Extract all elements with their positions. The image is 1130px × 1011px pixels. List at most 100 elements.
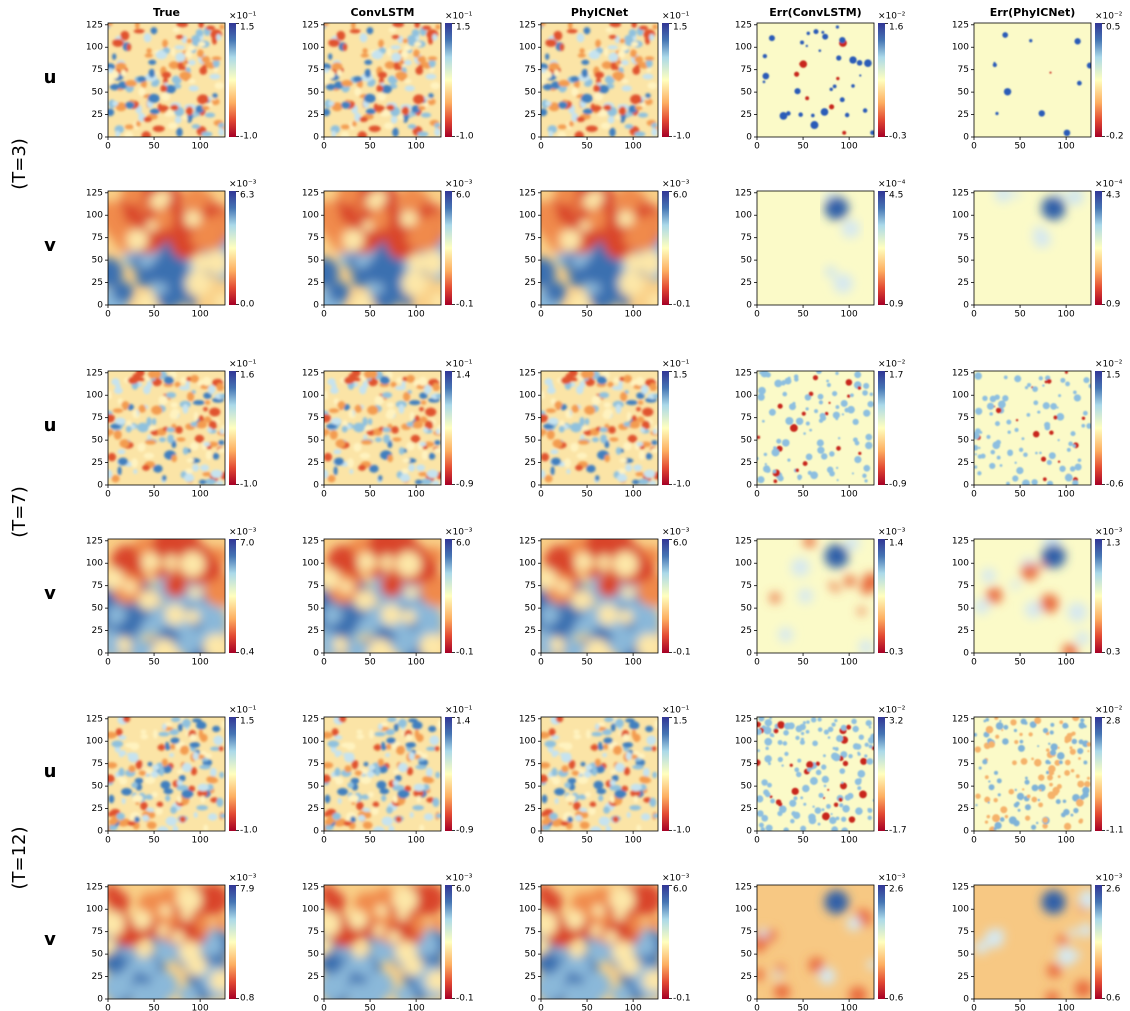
field-blob xyxy=(576,385,584,394)
colorbar-max-label: 1.5 xyxy=(673,23,687,33)
field-blob xyxy=(1078,458,1082,462)
field-blob xyxy=(1078,466,1080,468)
field-blob xyxy=(997,456,1001,460)
field-blob xyxy=(777,811,782,816)
field-blob xyxy=(368,418,372,425)
field-blob xyxy=(608,426,615,433)
field-blob xyxy=(825,196,849,220)
y-tick-label: 125 xyxy=(735,20,752,30)
field-blob xyxy=(352,368,361,377)
field-blob xyxy=(392,437,402,441)
field-blob xyxy=(598,795,603,802)
field-blob xyxy=(171,455,177,463)
field-blob xyxy=(176,437,186,441)
field xyxy=(104,368,230,486)
colorbar-scale: ×10⁻² xyxy=(878,12,906,22)
x-tick-label: 0 xyxy=(321,658,327,668)
x-tick-label: 50 xyxy=(581,1004,593,1011)
field-blob xyxy=(619,39,625,43)
x-tick-label: 50 xyxy=(581,658,593,668)
field-blob xyxy=(184,474,195,482)
y-tick-label: 75 xyxy=(958,413,969,423)
colorbar-max-label: 1.4 xyxy=(889,539,904,549)
field-blob xyxy=(1011,580,1020,589)
field-blob xyxy=(1020,740,1024,744)
x-tick-label: 100 xyxy=(192,658,209,668)
field-blob xyxy=(794,88,800,94)
field-blob xyxy=(804,536,816,548)
field-blob xyxy=(1081,424,1085,428)
field-blob xyxy=(537,414,548,423)
field-blob xyxy=(220,814,228,818)
field-blob xyxy=(628,276,642,290)
field-blob xyxy=(844,536,859,551)
x-tick-label: 50 xyxy=(1014,310,1026,320)
field-blob xyxy=(170,737,179,744)
colorbar-scale: ×10⁻³ xyxy=(445,180,473,190)
field-blob xyxy=(546,408,557,413)
colorbar xyxy=(445,371,452,485)
field-blob xyxy=(643,768,650,777)
field-blob xyxy=(595,475,599,481)
field-blob xyxy=(122,798,126,804)
field-blob xyxy=(128,765,135,772)
field-blob xyxy=(189,85,199,91)
field-blob xyxy=(145,53,153,57)
field-blob xyxy=(783,730,789,736)
field-blob xyxy=(774,984,790,1000)
colorbar xyxy=(878,717,885,831)
field-blob xyxy=(1007,430,1010,433)
field-blob xyxy=(359,385,367,394)
field-blob xyxy=(1049,770,1054,775)
field-blob xyxy=(354,591,373,610)
field-blob xyxy=(752,940,765,953)
field-blob xyxy=(867,808,869,810)
field-blob xyxy=(435,746,440,751)
field-blob xyxy=(1067,602,1087,622)
field-blob xyxy=(376,85,383,92)
field-blob xyxy=(153,125,165,132)
field-blob xyxy=(110,84,120,90)
field-blob xyxy=(774,479,778,483)
field-blob xyxy=(112,101,118,106)
field-blob xyxy=(640,428,645,433)
field-blob xyxy=(972,445,978,451)
field-blob xyxy=(1068,928,1077,937)
x-tick-label: 100 xyxy=(1058,658,1075,668)
y-tick-label: 125 xyxy=(519,20,536,30)
field-blob xyxy=(1010,719,1016,725)
y-tick-label: 100 xyxy=(86,391,103,401)
colorbar-min-label: -0.1 xyxy=(456,300,474,310)
field-blob xyxy=(603,744,608,750)
field-blob xyxy=(625,464,632,472)
y-tick-label: 25 xyxy=(958,458,969,468)
y-tick-label: 125 xyxy=(519,368,536,378)
field-blob xyxy=(357,730,363,734)
field-blob xyxy=(794,374,799,379)
field-blob xyxy=(412,805,424,810)
field-blob xyxy=(151,771,159,778)
colorbar xyxy=(445,539,452,653)
field-blob xyxy=(631,42,638,47)
field-blob xyxy=(1033,400,1038,405)
field-blob xyxy=(219,394,229,399)
field-blob xyxy=(160,781,170,789)
field-blob xyxy=(352,121,357,127)
x-tick-label: 100 xyxy=(1058,490,1075,500)
y-tick-label: 50 xyxy=(958,256,970,266)
field-blob xyxy=(360,33,368,42)
field-blob xyxy=(156,51,167,60)
field-blob xyxy=(324,819,332,826)
colorbar-max-label: 6.0 xyxy=(673,539,688,549)
y-tick-label: 100 xyxy=(735,905,752,915)
field-blob xyxy=(339,715,346,723)
field-blob xyxy=(800,740,805,745)
field-blob xyxy=(863,410,870,417)
field-blob xyxy=(603,411,612,419)
field-blob xyxy=(762,725,765,728)
field-blob xyxy=(1002,32,1008,38)
field-blob xyxy=(131,458,138,468)
field-blob xyxy=(766,372,771,377)
field-blob xyxy=(1070,431,1075,436)
y-tick-label: 25 xyxy=(525,110,536,120)
